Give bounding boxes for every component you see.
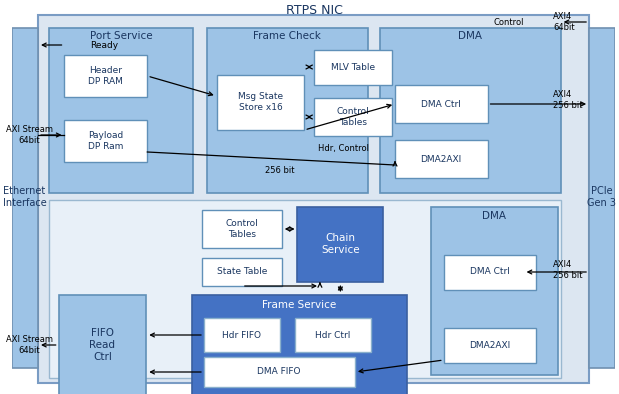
Text: Frame Service: Frame Service: [262, 300, 337, 310]
Text: Msg State
Store x16: Msg State Store x16: [238, 92, 283, 112]
Text: PCIe
Gen 3: PCIe Gen 3: [587, 186, 616, 208]
Text: 256 bit: 256 bit: [265, 165, 295, 175]
Bar: [204, 357, 355, 387]
Text: AXI4
256 bit: AXI4 256 bit: [553, 260, 582, 280]
Bar: [444, 255, 537, 290]
Bar: [298, 207, 383, 282]
Bar: [12, 28, 38, 368]
Text: RTPS NIC: RTPS NIC: [285, 4, 342, 17]
Text: DMA: DMA: [482, 211, 506, 221]
Bar: [207, 28, 368, 193]
Text: DMA2AXI: DMA2AXI: [469, 340, 510, 349]
Bar: [314, 50, 392, 85]
Text: DMA: DMA: [458, 31, 482, 41]
Text: Ready: Ready: [90, 41, 118, 50]
Bar: [204, 318, 280, 352]
Bar: [589, 28, 615, 368]
Text: DMA FIFO: DMA FIFO: [258, 368, 301, 377]
Text: DMA Ctrl: DMA Ctrl: [470, 268, 509, 277]
Bar: [217, 75, 305, 130]
Text: Hdr, Control: Hdr, Control: [318, 143, 369, 152]
Text: Port Service: Port Service: [90, 31, 152, 41]
Text: Payload
DP Ram: Payload DP Ram: [88, 131, 123, 151]
Text: Control
Tables: Control Tables: [225, 219, 258, 239]
Bar: [314, 98, 392, 136]
Bar: [59, 295, 146, 394]
Text: MLV Table: MLV Table: [331, 63, 375, 71]
Bar: [202, 258, 282, 286]
Text: Chain
Service: Chain Service: [321, 233, 360, 255]
Bar: [49, 200, 561, 378]
Text: State Table: State Table: [217, 268, 267, 277]
Bar: [395, 85, 488, 123]
Bar: [64, 120, 147, 162]
Text: DMA2AXI: DMA2AXI: [420, 154, 461, 164]
Bar: [395, 140, 488, 178]
Text: AXI4
256 bit: AXI4 256 bit: [553, 90, 582, 110]
Text: Frame Check: Frame Check: [253, 31, 321, 41]
Bar: [444, 328, 537, 363]
Bar: [192, 295, 407, 394]
Text: Hdr Ctrl: Hdr Ctrl: [315, 331, 350, 340]
Bar: [202, 210, 282, 248]
Bar: [49, 28, 193, 193]
Text: Control
Tables: Control Tables: [337, 107, 370, 127]
Bar: [431, 207, 558, 375]
Text: AXI4
64bit: AXI4 64bit: [553, 12, 574, 32]
Text: AXI Stream
64bit: AXI Stream 64bit: [6, 125, 53, 145]
Text: Header
DP RAM: Header DP RAM: [88, 66, 123, 86]
Text: Hdr FIFO: Hdr FIFO: [222, 331, 261, 340]
Bar: [295, 318, 371, 352]
Text: AXI Stream
64bit: AXI Stream 64bit: [6, 335, 53, 355]
Text: Control: Control: [494, 17, 524, 26]
Text: DMA Ctrl: DMA Ctrl: [421, 100, 461, 108]
Text: FIFO
Read
Ctrl: FIFO Read Ctrl: [90, 329, 116, 362]
Bar: [380, 28, 561, 193]
Bar: [64, 55, 147, 97]
Text: Ethernet
Interface: Ethernet Interface: [2, 186, 46, 208]
